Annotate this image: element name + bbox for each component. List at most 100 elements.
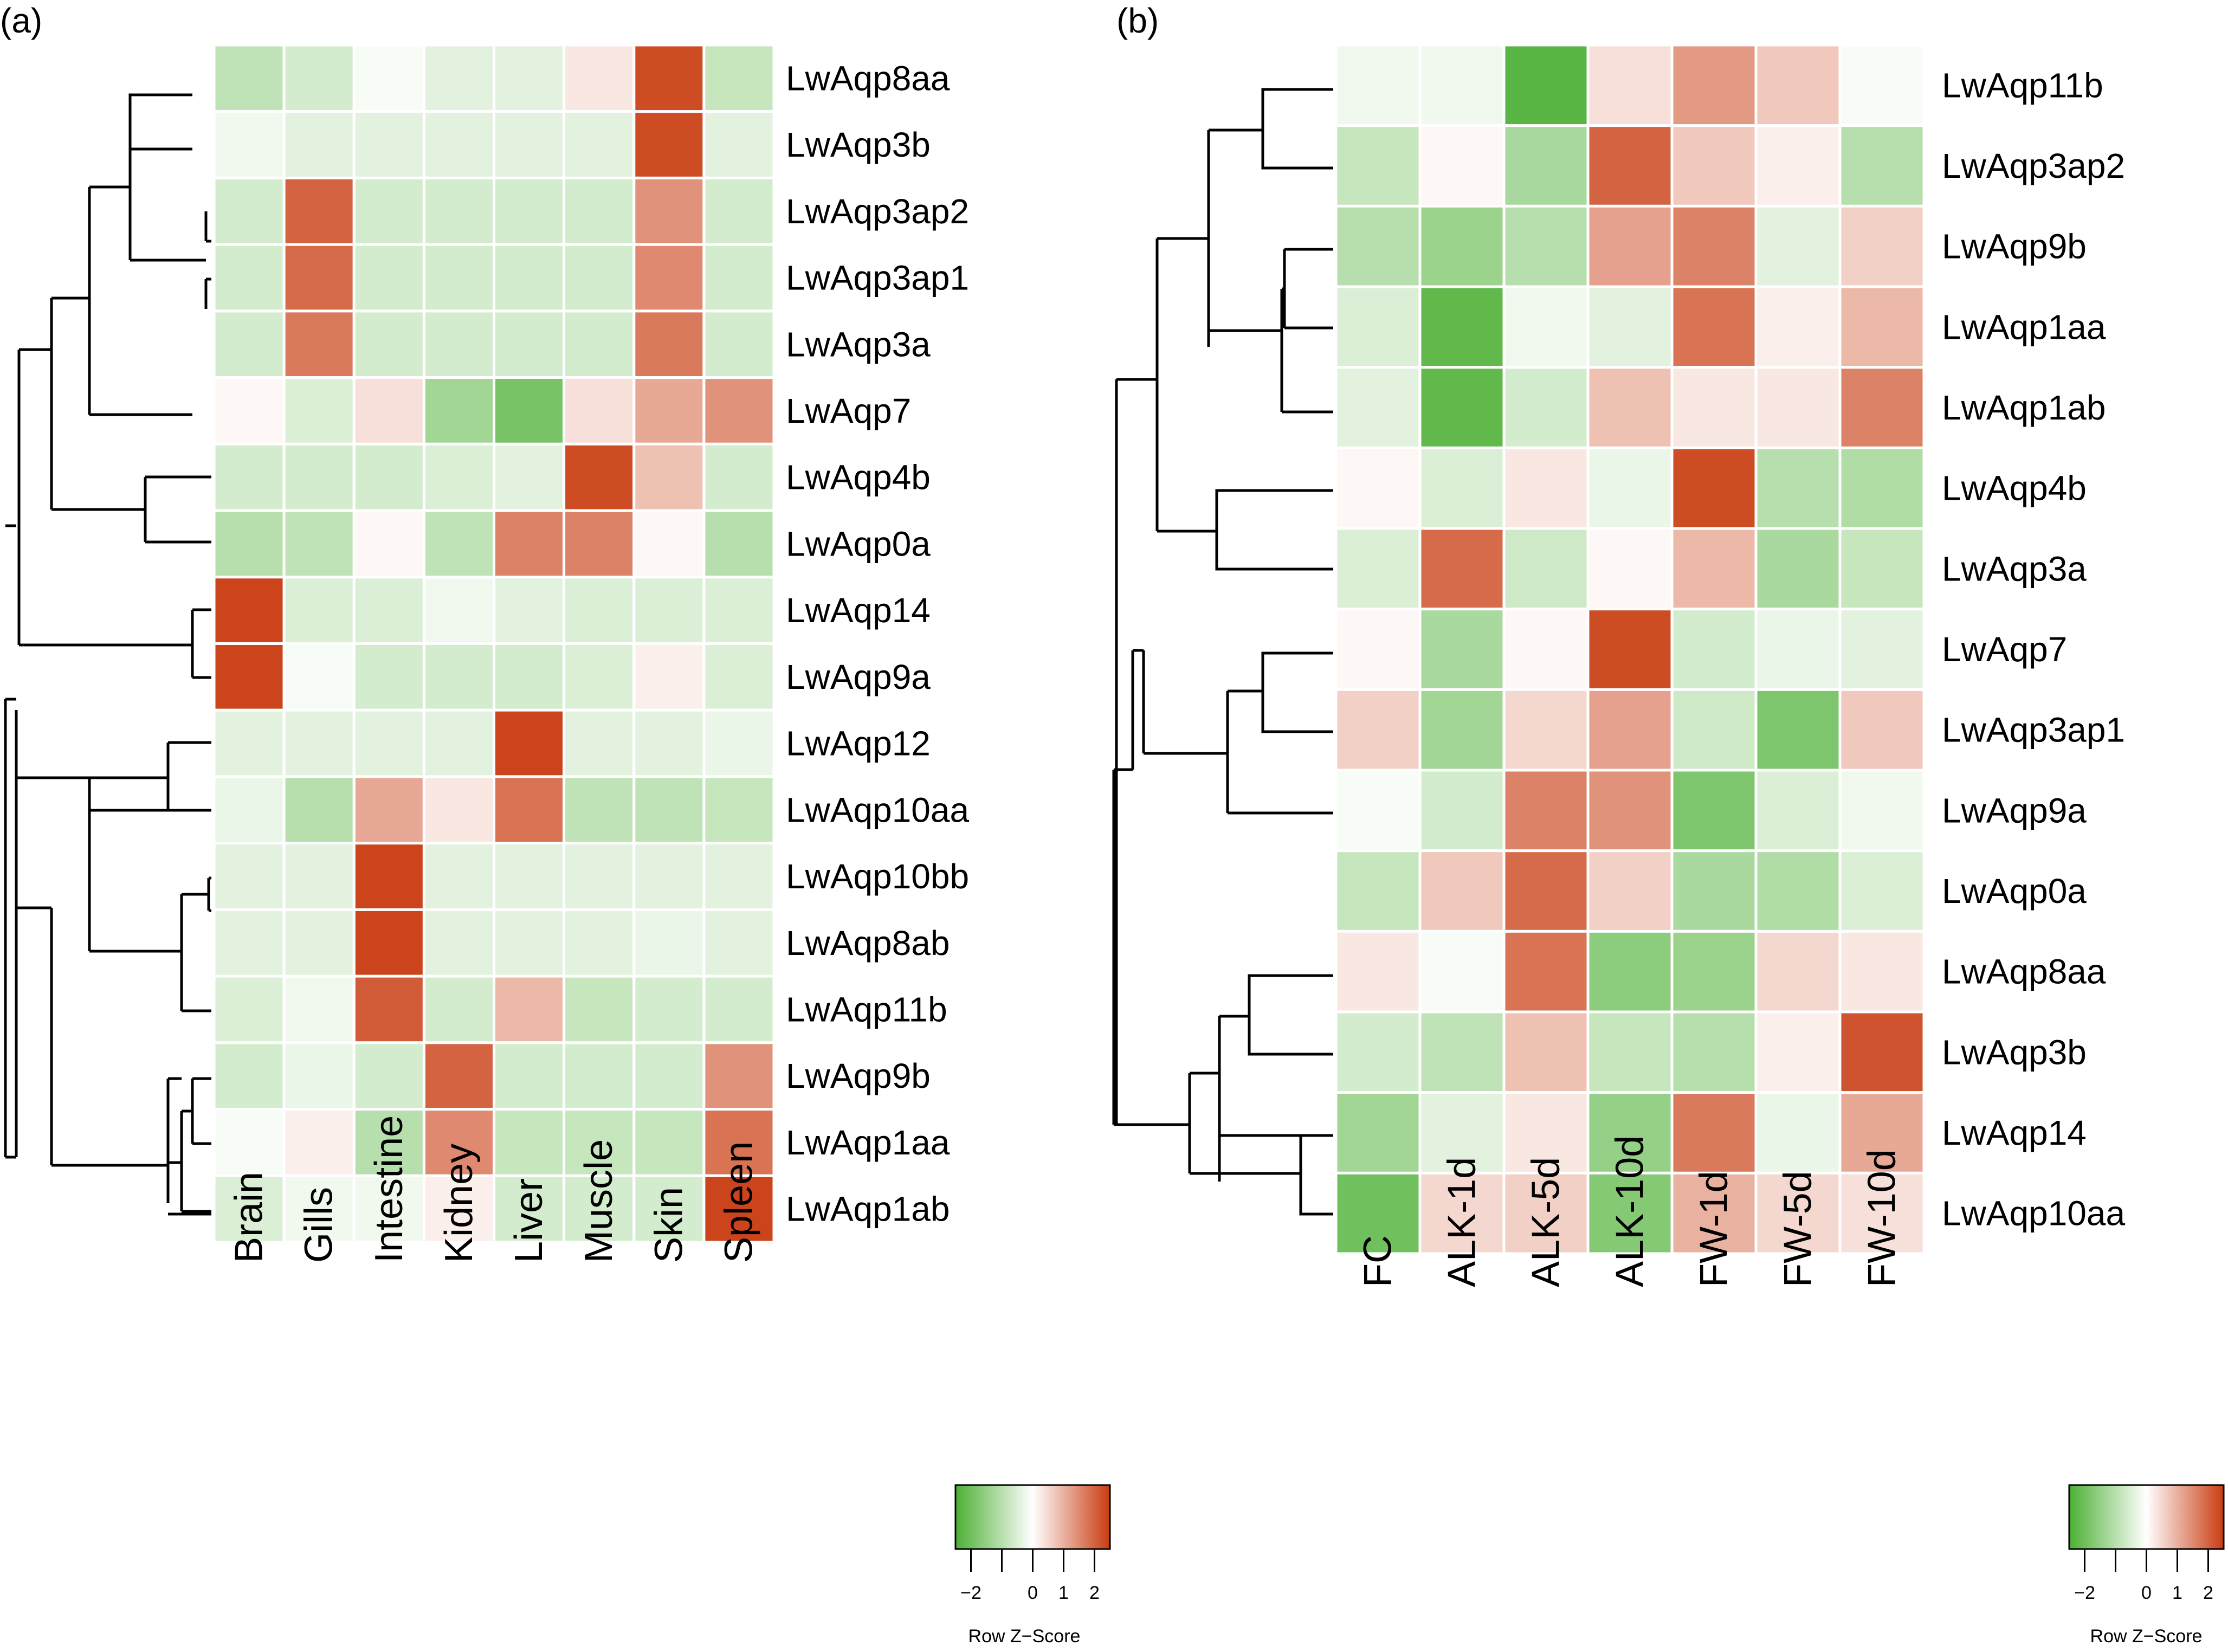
- heatmap-cell-a-lwaqp3a-spleen: [702, 309, 776, 379]
- heatmap-cell-a-lwaqp3ap1-gills: [282, 243, 356, 313]
- column-label-a-skin: Skin: [647, 1187, 690, 1263]
- heatmap-cell-b-lwaqp3b-fw-5d: [1754, 1010, 1842, 1094]
- heatmap-cell-a-lwaqp9a-intestine: [352, 642, 425, 712]
- heatmap-cell-a-lwaqp8ab-skin: [632, 908, 706, 978]
- heatmap-cell-a-lwaqp3a-skin: [632, 309, 706, 379]
- row-label-a-lwaqp8ab: LwAqp8ab: [786, 924, 950, 963]
- heatmap-cell-a-lwaqp8aa-spleen: [702, 43, 776, 113]
- heatmap-cell-b-lwaqp11b-alk-10d: [1586, 43, 1674, 127]
- heatmap-cell-a-lwaqp10bb-kidney: [422, 842, 496, 911]
- heatmap-cell-a-lwaqp10aa-skin: [632, 775, 706, 845]
- heatmap-cell-b-lwaqp3b-fc: [1334, 1010, 1422, 1094]
- heatmap-cell-b-lwaqp9b-alk-1d: [1418, 204, 1506, 288]
- heatmap-cell-b-lwaqp7-fw-10d: [1838, 608, 1926, 691]
- heatmap-cell-b-lwaqp3b-alk-5d: [1502, 1010, 1590, 1094]
- heatmap-cell-b-lwaqp3ap1-fc: [1334, 688, 1422, 772]
- heatmap-cell-a-lwaqp14-liver: [493, 576, 566, 646]
- heatmap-cell-a-lwaqp8aa-muscle: [563, 43, 636, 113]
- heatmap-cell-b-lwaqp14-alk-10d: [1586, 1091, 1674, 1175]
- heatmap-cell-a-lwaqp3ap2-brain: [212, 176, 286, 246]
- heatmap-cell-a-lwaqp3ap2-muscle: [563, 176, 636, 246]
- heatmap-cell-a-lwaqp1ab-intestine: [352, 1174, 425, 1244]
- heatmap-cell-b-lwaqp14-fc: [1334, 1091, 1422, 1175]
- row-label-a-lwaqp8aa: LwAqp8aa: [786, 59, 950, 98]
- dendrogram-branch-b-0: [1261, 88, 1333, 170]
- heatmap-cell-b-lwaqp7-alk-10d: [1586, 608, 1674, 691]
- heatmap-cell-b-lwaqp3a-alk-5d: [1502, 527, 1590, 611]
- heatmap-cell-b-lwaqp9a-alk-5d: [1502, 769, 1590, 853]
- heatmap-cell-b-lwaqp3ap2-fw-1d: [1670, 124, 1758, 208]
- heatmap-cell-b-lwaqp8aa-fw-10d: [1838, 930, 1926, 1014]
- row-label-b-lwaqp1ab: LwAqp1ab: [1942, 388, 2106, 427]
- heatmap-cell-a-lwaqp9b-spleen: [702, 1041, 776, 1111]
- heatmap-cell-a-lwaqp8ab-liver: [493, 908, 566, 978]
- heatmap-cell-a-lwaqp9b-kidney: [422, 1041, 496, 1111]
- panel-a-label: (a): [0, 1, 42, 40]
- dendrogram-branch-a-26: [180, 1111, 211, 1213]
- heatmap-cell-a-lwaqp0a-spleen: [702, 509, 776, 579]
- column-label-b-alk-1d: ALK-1d: [1441, 1157, 1484, 1287]
- heatmap-cell-a-lwaqp8aa-kidney: [422, 43, 496, 113]
- heatmap-cell-a-lwaqp10aa-muscle: [563, 775, 636, 845]
- row-label-a-lwaqp12: LwAqp12: [786, 724, 931, 763]
- panel-a-row-dendrogram: [4, 93, 211, 1216]
- heatmap-cell-b-lwaqp8aa-alk-5d: [1502, 930, 1590, 1014]
- dendrogram-branch-b-17: [1248, 974, 1333, 1056]
- heatmap-cell-a-lwaqp7-gills: [282, 376, 356, 446]
- row-label-a-lwaqp3ap1: LwAqp3ap1: [786, 259, 969, 298]
- heatmap-cell-a-lwaqp8aa-intestine: [352, 43, 425, 113]
- heatmap-cell-a-lwaqp14-brain: [212, 576, 286, 646]
- heatmap-cell-b-lwaqp1aa-alk-10d: [1586, 285, 1674, 369]
- color-key-tick-label-b-1: 0: [2141, 1583, 2152, 1603]
- column-label-a-intestine: Intestine: [367, 1115, 411, 1263]
- heatmap-cell-a-lwaqp10bb-liver: [493, 842, 566, 911]
- row-label-b-lwaqp10aa: LwAqp10aa: [1942, 1194, 2125, 1233]
- heatmap-cell-a-lwaqp8aa-gills: [282, 43, 356, 113]
- heatmap-cell-a-lwaqp3ap1-intestine: [352, 243, 425, 313]
- dendrogram-branch-a-19: [180, 894, 211, 1012]
- row-label-a-lwaqp7: LwAqp7: [786, 391, 911, 430]
- heatmap-cell-a-lwaqp8ab-gills: [282, 908, 356, 978]
- heatmap-cell-a-lwaqp3b-intestine: [352, 110, 425, 179]
- heatmap-cell-a-lwaqp10bb-intestine: [352, 842, 425, 911]
- heatmap-cell-b-lwaqp4b-alk-1d: [1418, 446, 1506, 530]
- heatmap-cell-b-lwaqp11b-alk-1d: [1418, 43, 1506, 127]
- panel-b-color-key-title: Row Z−Score: [2090, 1626, 2203, 1647]
- heatmap-cell-a-lwaqp14-spleen: [702, 576, 776, 646]
- panel-a-color-key-title: Row Z−Score: [968, 1626, 1081, 1647]
- heatmap-cell-b-lwaqp14-fw-10d: [1838, 1091, 1926, 1175]
- heatmap-cell-b-lwaqp3ap1-alk-1d: [1418, 688, 1506, 772]
- heatmap-cell-b-lwaqp1aa-fw-10d: [1838, 285, 1926, 369]
- heatmap-cell-b-lwaqp9b-alk-5d: [1502, 204, 1590, 288]
- heatmap-cell-a-lwaqp3ap1-kidney: [422, 243, 496, 313]
- panel-a-column-labels: Brain Gills Intestine Kidney Liver Muscle Skin…: [228, 1115, 761, 1263]
- panel-b-column-labels: FC ALK-1d ALK-5d ALK-10d FW-1d FW-5d FW-10d: [1357, 1135, 1904, 1287]
- heatmap-cell-a-lwaqp3ap1-muscle: [563, 243, 636, 313]
- heatmap-cell-a-lwaqp1aa-spleen: [702, 1108, 776, 1177]
- heatmap-cell-a-lwaqp9a-spleen: [702, 642, 776, 712]
- row-label-a-lwaqp11b: LwAqp11b: [786, 990, 947, 1029]
- panel-b-color-key-bar: [2068, 1484, 2225, 1550]
- heatmap-cell-a-lwaqp10aa-gills: [282, 775, 356, 845]
- row-label-b-lwaqp11b: LwAqp11b: [1942, 66, 2103, 105]
- heatmap-cell-b-lwaqp7-fc: [1334, 608, 1422, 691]
- heatmap-cell-b-lwaqp8aa-fc: [1334, 930, 1422, 1014]
- heatmap-cell-a-lwaqp3ap2-kidney: [422, 176, 496, 246]
- heatmap-cell-a-lwaqp1ab-spleen: [702, 1174, 776, 1244]
- heatmap-cell-a-lwaqp3a-liver: [493, 309, 566, 379]
- dendrogram-branch-a-0: [128, 93, 192, 151]
- row-label-b-lwaqp1aa: LwAqp1aa: [1942, 307, 2106, 346]
- heatmap-cell-a-lwaqp3b-liver: [493, 110, 566, 179]
- dendrogram-branch-a-7: [144, 475, 211, 544]
- column-label-b-alk-10d: ALK-10d: [1609, 1135, 1652, 1287]
- row-label-b-lwaqp7: LwAqp7: [1942, 630, 2067, 669]
- heatmap-cell-b-lwaqp9a-fw-5d: [1754, 769, 1842, 853]
- heatmap-cell-b-lwaqp4b-fw-1d: [1670, 446, 1758, 530]
- heatmap-cell-a-lwaqp12-spleen: [702, 708, 776, 778]
- heatmap-cell-a-lwaqp8aa-skin: [632, 43, 706, 113]
- heatmap-cell-a-lwaqp4b-brain: [212, 442, 286, 512]
- heatmap-cell-a-lwaqp9a-muscle: [563, 642, 636, 712]
- heatmap-cell-a-lwaqp3a-kidney: [422, 309, 496, 379]
- heatmap-cell-b-lwaqp1aa-fw-1d: [1670, 285, 1758, 369]
- row-label-a-lwaqp3ap2: LwAqp3ap2: [786, 192, 969, 231]
